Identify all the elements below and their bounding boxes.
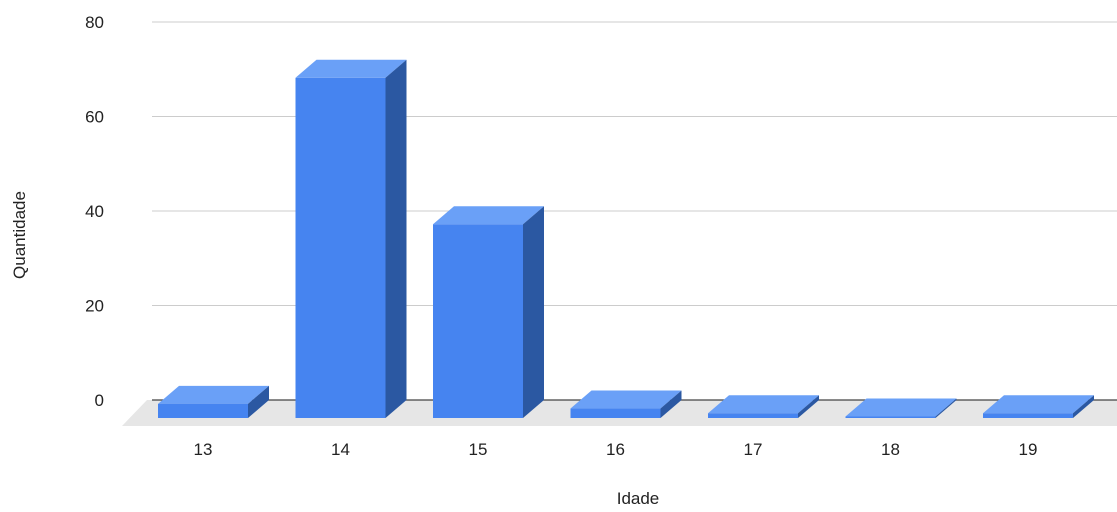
bar-side: [1073, 395, 1094, 418]
bar-top: [570, 390, 682, 409]
y-tick-label: 60: [85, 108, 104, 127]
y-tick-label: 40: [85, 202, 104, 221]
bar-front: [158, 403, 248, 418]
bar-front: [295, 77, 386, 419]
x-tick-label: 13: [194, 440, 213, 459]
bar: [845, 398, 957, 418]
y-tick-label: 0: [95, 391, 104, 410]
x-tick-label: 18: [881, 440, 900, 459]
bar-top: [433, 206, 544, 225]
bar-top: [983, 395, 1094, 414]
bar-top: [708, 395, 819, 414]
bar-front: [845, 416, 936, 418]
y-tick-label: 20: [85, 297, 104, 316]
bars: [158, 59, 1094, 419]
y-tick-label: 80: [85, 13, 104, 32]
bar-top: [158, 385, 269, 404]
bar: [433, 206, 544, 418]
bar-side: [248, 385, 269, 418]
x-tick-label: 14: [331, 440, 350, 459]
bar: [158, 385, 269, 418]
x-tick-label: 17: [744, 440, 763, 459]
bar-front: [708, 413, 798, 418]
x-axis-title: Idade: [617, 489, 660, 508]
x-axis-ticks: 13 14 15 16 17 18 19: [194, 440, 1038, 459]
bar: [295, 59, 407, 419]
bar: [983, 395, 1094, 418]
y-axis-title: Quantidade: [10, 191, 29, 279]
bar: [570, 390, 682, 418]
bar-top: [845, 398, 957, 417]
bar-side: [935, 398, 957, 418]
bar-side: [385, 59, 407, 419]
x-tick-label: 15: [469, 440, 488, 459]
bar-front: [983, 413, 1073, 418]
bar: [708, 395, 819, 418]
y-axis-ticks: 0 20 40 60 80: [85, 13, 104, 410]
x-tick-label: 19: [1019, 440, 1038, 459]
x-tick-label: 16: [606, 440, 625, 459]
bar-front: [570, 408, 661, 418]
bar-side: [798, 395, 819, 418]
bar-front: [433, 224, 523, 418]
bar-side: [660, 390, 682, 418]
bar-top: [295, 59, 407, 78]
bar-side: [523, 206, 544, 418]
